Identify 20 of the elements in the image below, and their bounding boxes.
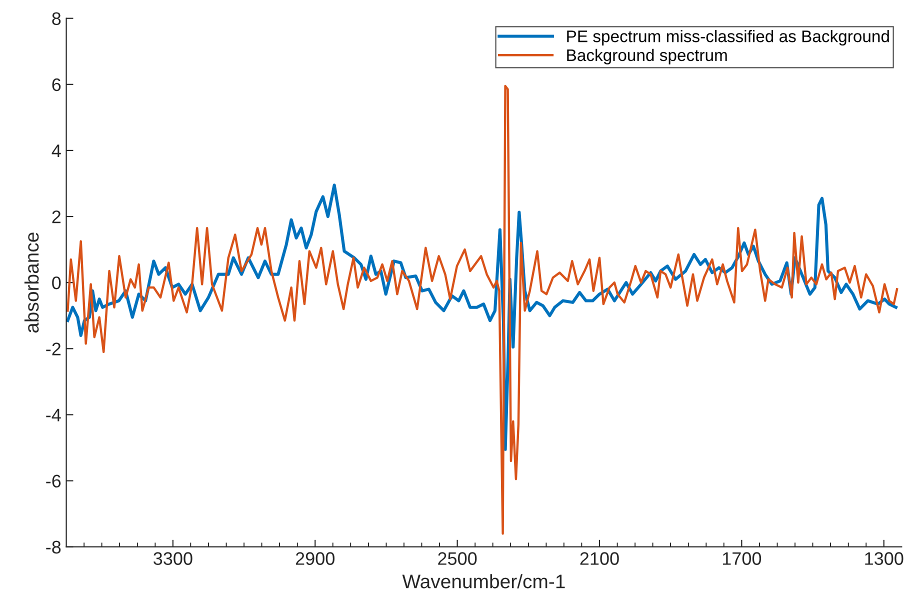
x-tick-label: 1700 [722,552,762,565]
line-series [66,84,898,535]
y-tick-label: -8 [46,540,61,554]
x-tick-label: 3300 [154,552,192,565]
legend-label: Background spectrum [567,48,727,64]
x-tick-label: 2900 [296,552,334,565]
y-axis-title: absorbance [24,232,39,333]
y-tick-label: 2 [52,210,61,224]
y-tick-label: 0 [52,276,61,290]
x-axis-title: Wavenumber/cm-1 [402,574,565,588]
y-tick-label: -2 [46,342,61,356]
y-tick-label: 8 [52,12,61,26]
y-tick-label: 6 [52,78,61,92]
x-tick-label: 2100 [580,552,619,565]
y-tick-label: -6 [46,474,61,488]
y-tick-label: 4 [52,144,61,157]
x-tick-label: 1300 [865,552,904,565]
y-tick-label: -4 [46,408,61,422]
x-tick-label: 2500 [438,552,477,565]
legend-label: PE spectrum miss-classified as Background [567,30,889,46]
